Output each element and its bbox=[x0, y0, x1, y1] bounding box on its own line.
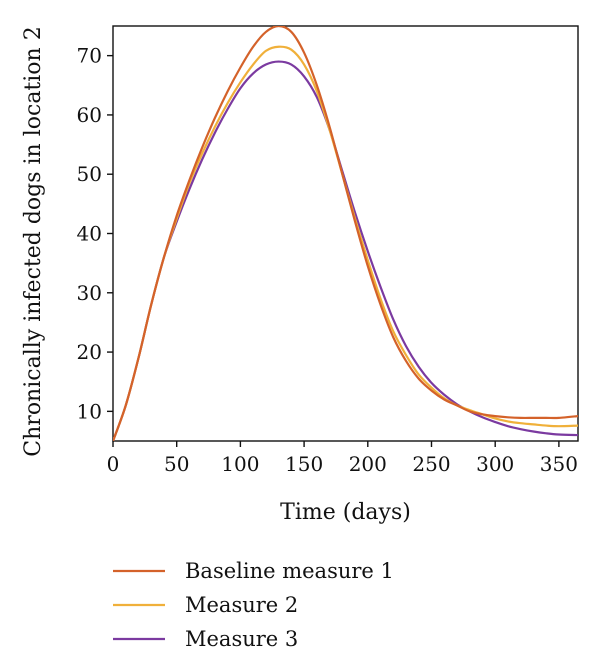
x-tick-label: 150 bbox=[285, 452, 323, 476]
x-tick-label: 100 bbox=[221, 452, 259, 476]
series-line-measure-2 bbox=[113, 45, 578, 441]
y-axis: 10 20 30 40 50 60 70 bbox=[77, 44, 113, 423]
y-tick-label: 70 bbox=[77, 44, 102, 68]
y-tick-label: 20 bbox=[77, 340, 102, 364]
x-tick-label: 300 bbox=[476, 452, 514, 476]
series-line-baseline-measure-1 bbox=[113, 26, 578, 441]
plot-area bbox=[112, 25, 579, 442]
y-tick-label: 60 bbox=[77, 103, 102, 127]
plot-border bbox=[112, 25, 579, 442]
x-tick-label: 200 bbox=[349, 452, 387, 476]
x-tick-label: 50 bbox=[164, 452, 189, 476]
y-tick-label: 40 bbox=[77, 222, 102, 246]
x-axis-title: Time (days) bbox=[280, 500, 411, 525]
legend-label-baseline-measure-1: Baseline measure 1 bbox=[185, 559, 394, 583]
legend-label-measure-2: Measure 2 bbox=[185, 593, 298, 617]
x-tick-label: 250 bbox=[412, 452, 450, 476]
legend-label-measure-3: Measure 3 bbox=[185, 627, 298, 651]
x-tick-label: 350 bbox=[540, 452, 578, 476]
x-tick-label: 0 bbox=[107, 452, 120, 476]
series-lines bbox=[113, 26, 578, 441]
y-tick-label: 10 bbox=[77, 399, 102, 423]
legend: Baseline measure 1 Measure 2 Measure 3 bbox=[113, 559, 394, 651]
series-line-measure-3 bbox=[113, 60, 578, 441]
y-tick-label: 30 bbox=[77, 281, 102, 305]
y-axis-title: Chronically infected dogs in location 2 bbox=[21, 26, 46, 456]
y-tick-label: 50 bbox=[77, 162, 102, 186]
x-axis: 0 50 100 150 200 250 300 350 bbox=[107, 441, 578, 476]
